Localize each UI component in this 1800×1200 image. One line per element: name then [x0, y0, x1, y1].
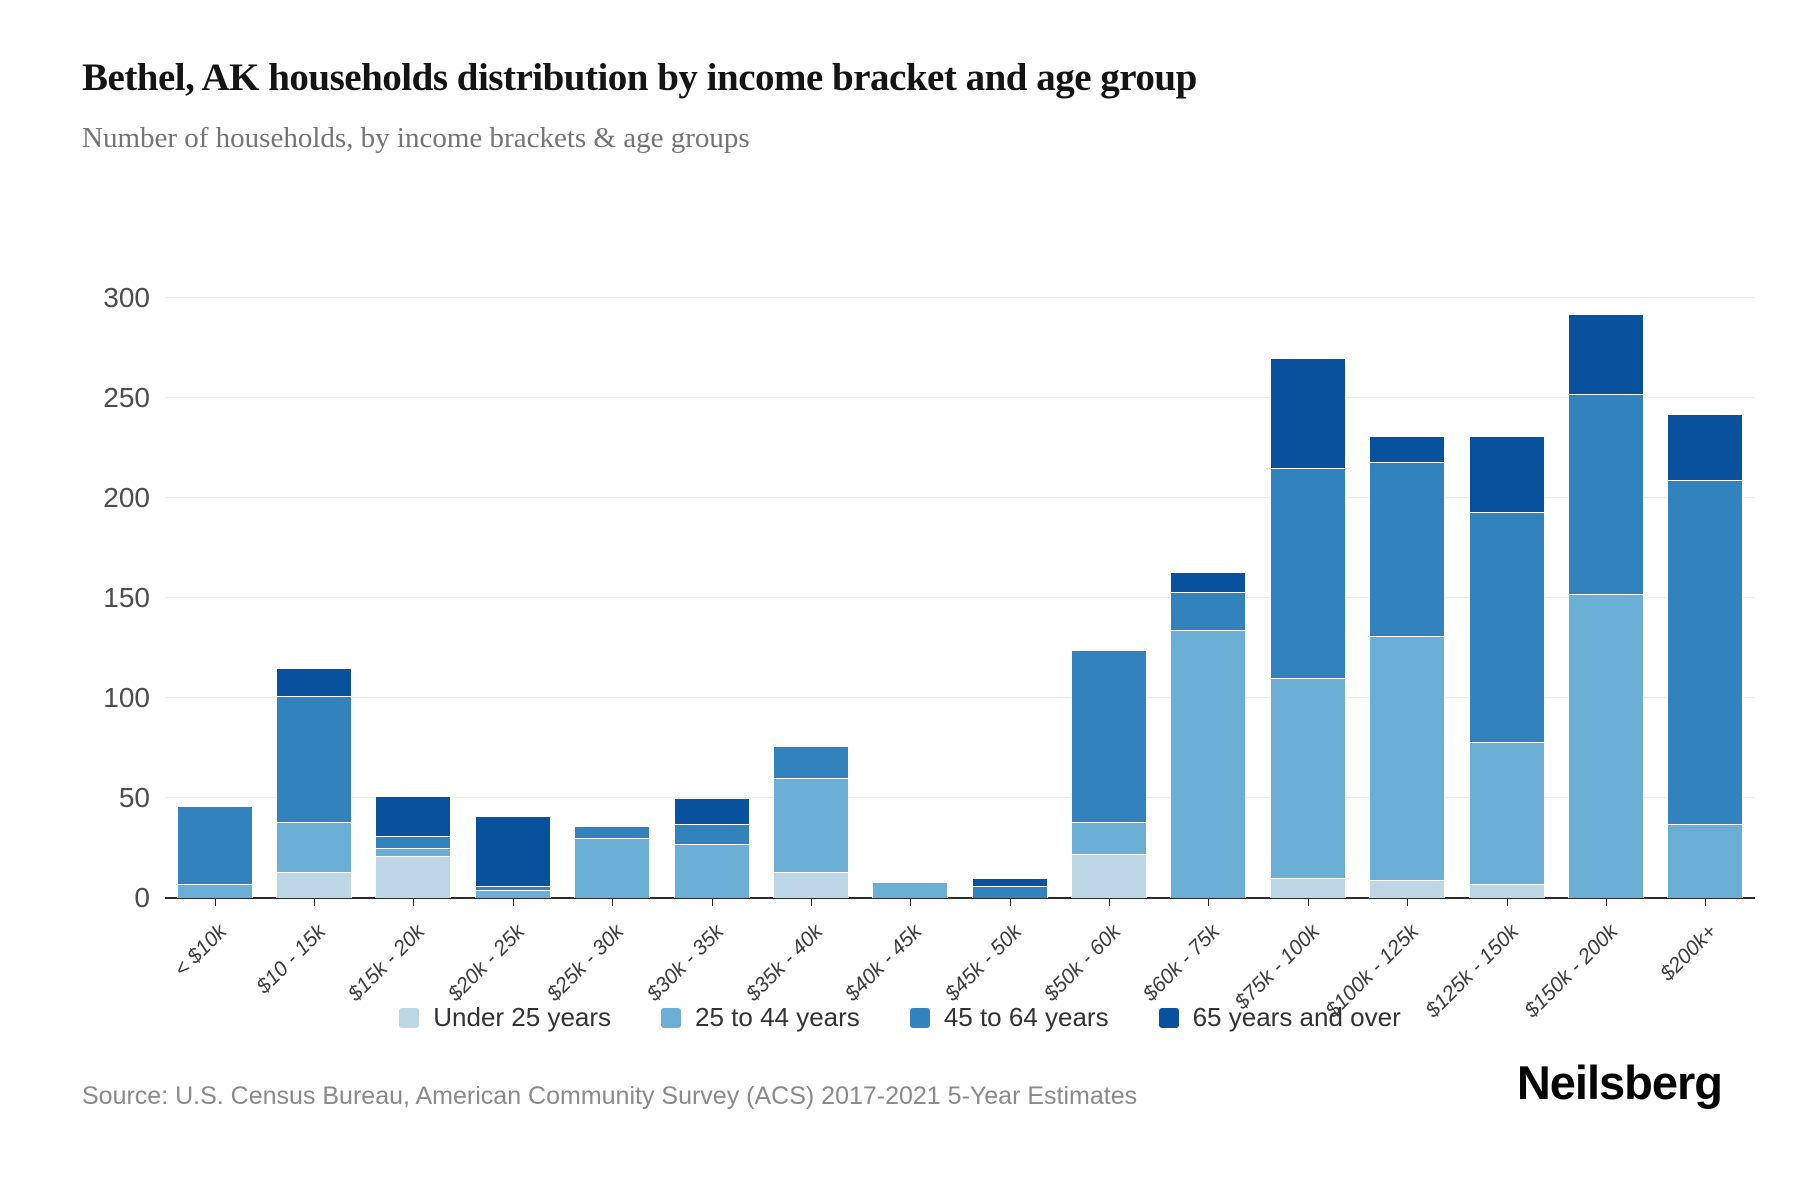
y-tick-label: 0 — [134, 882, 150, 913]
bar-segment — [673, 844, 750, 898]
bar-segment — [1667, 824, 1744, 898]
gridline — [165, 297, 1755, 298]
bar-segment — [375, 856, 452, 898]
bar-segment — [1468, 884, 1545, 898]
bar-segment — [276, 822, 353, 872]
x-tick — [1208, 898, 1210, 906]
gridline — [165, 697, 1755, 698]
legend-swatch — [909, 1007, 930, 1028]
bar-segment — [1269, 678, 1346, 878]
legend-swatch — [661, 1007, 682, 1028]
bar-segment — [1567, 594, 1644, 898]
gridline — [165, 397, 1755, 398]
bar-segment — [1468, 742, 1545, 884]
page-subtitle: Number of households, by income brackets… — [82, 122, 750, 154]
page-title: Bethel, AK households distribution by in… — [82, 56, 1197, 99]
bar-segment — [1369, 880, 1446, 898]
chart-legend: Under 25 years 25 to 44 years 45 to 64 yea… — [0, 1002, 1800, 1033]
y-tick-label: 100 — [103, 682, 150, 713]
gridline — [165, 497, 1755, 498]
bar-segment — [1170, 630, 1247, 898]
bar-segment — [276, 872, 353, 898]
bar-segment — [1071, 854, 1148, 898]
bar-segment — [1567, 314, 1644, 394]
bar-segment — [1667, 480, 1744, 824]
legend-label: Under 25 years — [433, 1002, 612, 1032]
bar-segment — [176, 806, 253, 884]
x-tick — [1009, 898, 1011, 906]
y-tick-label: 150 — [103, 582, 150, 613]
x-tick — [1506, 898, 1508, 906]
bar-segment — [1269, 358, 1346, 468]
bar-segment — [1170, 592, 1247, 630]
x-axis-line — [165, 897, 1755, 899]
bar-segment — [176, 884, 253, 898]
bar-segment — [1369, 436, 1446, 462]
bar-segment — [375, 836, 452, 848]
x-tick — [413, 898, 415, 906]
bar-segment — [1667, 414, 1744, 480]
x-tick — [810, 898, 812, 906]
bar-segment — [574, 826, 651, 838]
source-note: Source: U.S. Census Bureau, American Com… — [82, 1082, 1138, 1110]
x-tick — [1407, 898, 1409, 906]
x-tick — [314, 898, 316, 906]
bar-segment — [1071, 650, 1148, 822]
legend-swatch — [1158, 1007, 1179, 1028]
bar-segment — [971, 886, 1048, 898]
legend-label: 45 to 64 years — [943, 1002, 1109, 1032]
x-tick — [1705, 898, 1707, 906]
bar-segment — [772, 872, 849, 898]
plot-area: < $10k $10 - 15k $15k - 20k $20k - 25k $25k … — [165, 297, 1755, 1022]
legend-item: 25 to 44 years — [661, 1002, 860, 1033]
gridline — [165, 597, 1755, 598]
legend-label: 65 years and over — [1192, 1002, 1401, 1032]
bar-segment — [375, 796, 452, 836]
bar-segment — [1369, 462, 1446, 636]
x-tick — [214, 898, 216, 906]
bar-segment — [1170, 572, 1247, 592]
bar-segment — [276, 696, 353, 822]
bar-segment — [276, 668, 353, 696]
x-tick — [1109, 898, 1111, 906]
x-tick — [910, 898, 912, 906]
neilsberg-logo: Neilsberg — [1516, 1056, 1723, 1109]
x-tick — [711, 898, 713, 906]
legend-item: Under 25 years — [399, 1002, 611, 1033]
x-tick — [612, 898, 614, 906]
bar-segment — [971, 878, 1048, 886]
bar-segment — [1468, 512, 1545, 742]
bar-segment — [1567, 394, 1644, 594]
gridline — [165, 797, 1755, 798]
bar-segment — [872, 882, 949, 898]
y-tick-label: 250 — [103, 382, 150, 413]
bar-segment — [772, 746, 849, 778]
bar-segment — [673, 824, 750, 844]
legend-item: 45 to 64 years — [909, 1002, 1109, 1033]
y-tick-label: 200 — [103, 482, 150, 513]
bar-segment — [772, 778, 849, 872]
bar-segment — [1269, 878, 1346, 898]
bar-segment — [1369, 636, 1446, 880]
bar-segment — [574, 838, 651, 898]
bar-segment — [1269, 468, 1346, 678]
y-tick-label: 300 — [103, 282, 150, 313]
bar-segment — [474, 886, 551, 890]
y-tick-label: 50 — [118, 782, 150, 813]
x-tick — [1307, 898, 1309, 906]
legend-swatch — [399, 1007, 420, 1028]
bar-segment — [1468, 436, 1545, 512]
x-tick — [1605, 898, 1607, 906]
bar-segment — [1071, 822, 1148, 854]
legend-label: 25 to 44 years — [695, 1002, 860, 1032]
bar-segment — [474, 816, 551, 886]
bar-segment — [673, 798, 750, 824]
legend-item: 65 years and over — [1158, 1002, 1401, 1033]
bar-segment — [375, 848, 452, 856]
x-tick — [512, 898, 514, 906]
bar-segment — [474, 890, 551, 898]
